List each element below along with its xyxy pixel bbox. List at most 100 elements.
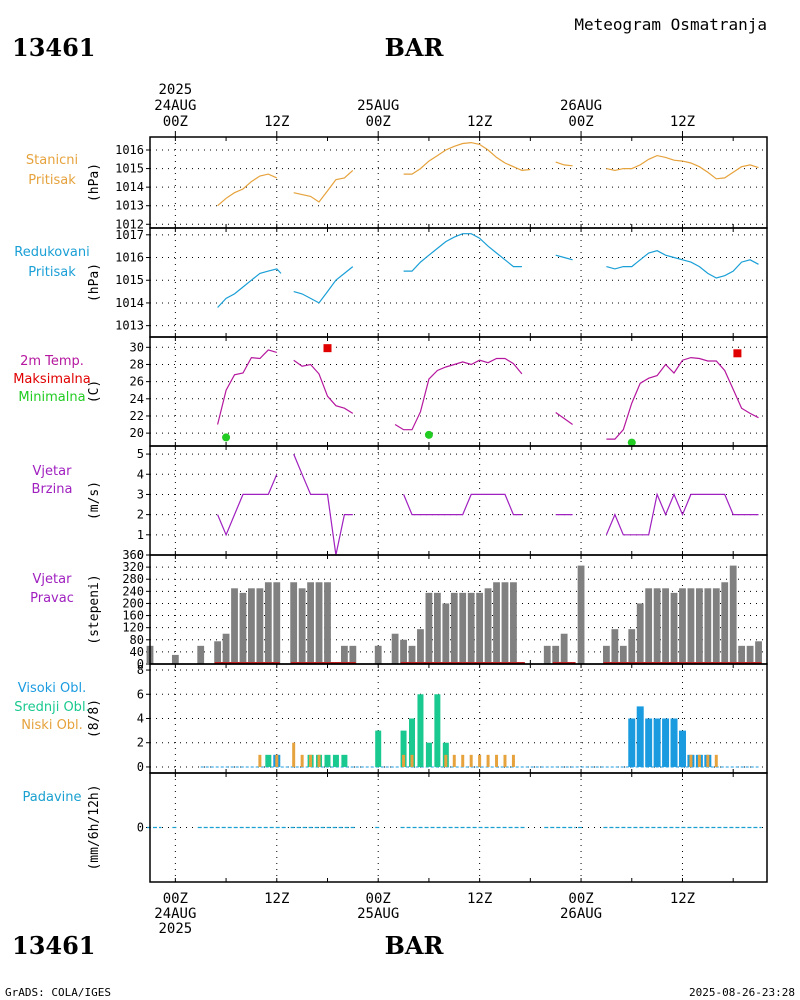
cloud-bar: [434, 694, 441, 767]
wind-direction-bar: [577, 565, 585, 664]
y-tick-label: 22: [130, 409, 144, 423]
wind-direction-bar: [493, 582, 500, 664]
axis-unit: (mm/6h/12h): [87, 784, 102, 870]
cloud-bar: [689, 754, 693, 767]
station-name-top: BAR: [385, 33, 445, 62]
cloud-bar: [511, 754, 515, 767]
y-tick-label: 0: [137, 760, 144, 774]
wind-direction-bar: [611, 629, 619, 664]
wind-direction-bar: [645, 588, 653, 664]
y-tick-label: 160: [122, 609, 144, 623]
time-label-top: 2025: [158, 82, 192, 98]
time-label-bottom: 2025: [158, 921, 192, 937]
wind-direction-bar: [628, 629, 636, 664]
footer-timestamp: 2025-08-26-23:28: [689, 986, 795, 999]
cloud-bar: [265, 754, 272, 767]
wind-direction-bar: [560, 633, 568, 664]
time-label-top: 26AUG: [560, 98, 602, 114]
page-title: Meteogram Osmatranja: [574, 15, 767, 34]
wind-direction-bar: [679, 588, 686, 664]
wind-direction-bar: [264, 582, 272, 664]
wind-direction-bar: [670, 592, 678, 664]
time-label-bottom: 25AUG: [357, 906, 399, 922]
wind-direction-bar: [476, 592, 484, 664]
y-tick-label: 3: [137, 487, 144, 501]
y-tick-label: 24: [130, 392, 144, 406]
panel-frame: [149, 772, 768, 883]
panel-precipitation: 0 (mm/6h/12h) Padavine: [23, 772, 768, 883]
wind-direction-bar: [619, 645, 627, 664]
max-temp-marker: [733, 349, 742, 358]
panel-clouds: 0 2 4 6 8 (8/8)Visoki Obl. Srednji Obl. Niski O…: [14, 663, 768, 774]
series-line-wind_speed: [605, 492, 759, 536]
wind-direction-bar: [603, 645, 610, 664]
panel-frame: [149, 136, 768, 229]
y-tick-label: 4: [137, 712, 144, 726]
cloud-bar: [375, 730, 382, 767]
wind-direction-bar: [231, 588, 238, 664]
wind-direction-bar: [484, 588, 492, 664]
panel-label: Brzina: [32, 482, 73, 497]
y-tick-label: 240: [122, 584, 144, 598]
cloud-bar: [662, 718, 670, 767]
wind-direction-bar: [433, 592, 441, 664]
y-tick-label: 8: [137, 663, 144, 677]
station-id-bottom: 13461: [12, 931, 96, 960]
station-id-top: 13461: [12, 33, 96, 62]
cloud-bar: [697, 754, 701, 767]
y-tick-label: 1016: [115, 143, 144, 157]
panel-label: Pritisak: [28, 173, 76, 188]
cloud-bar: [332, 754, 339, 767]
panel-label: Srednji Obl.: [14, 700, 89, 715]
series-line-temperature: [606, 356, 759, 440]
cloud-bar: [714, 754, 718, 767]
y-tick-label: 30: [130, 340, 144, 354]
series-line-wind_speed: [217, 474, 278, 537]
panel-reduced_pressure: 1013 1014 1015 1016 1017 (hPa) Redukovani Priti…: [14, 227, 768, 338]
wind-direction-bar: [197, 645, 205, 664]
wind-direction-bar: [459, 592, 467, 664]
wind-direction-bar: [738, 645, 746, 664]
wind-direction-bar: [248, 588, 255, 664]
footer-credit: GrADS: COLA/IGES: [5, 986, 111, 999]
cloud-bar: [636, 706, 644, 767]
time-label-bottom: 26AUG: [560, 906, 602, 922]
time-label-bottom: 00Z: [568, 891, 593, 907]
cloud-bar: [425, 742, 432, 767]
cloud-bar: [469, 754, 473, 767]
y-tick-label: 280: [122, 572, 144, 586]
wind-direction-bar: [425, 592, 433, 664]
station-name-bottom: BAR: [385, 931, 445, 960]
y-tick-label: 2: [137, 508, 144, 522]
cloud-bar: [309, 754, 313, 767]
series-line-temperature: [217, 349, 277, 425]
y-tick-label: 80: [130, 633, 144, 647]
y-tick-label: 120: [122, 621, 144, 635]
wind-direction-bar: [552, 645, 560, 664]
min-temp-marker: [627, 438, 636, 447]
time-label-bottom: 12Z: [467, 891, 492, 907]
y-tick-label: 320: [122, 560, 144, 574]
y-tick-label: 20: [130, 426, 144, 440]
wind-direction-bar: [391, 633, 399, 664]
wind-direction-bar: [171, 654, 179, 664]
y-tick-label: 360: [122, 548, 144, 562]
panel-label: Visoki Obl.: [18, 681, 86, 696]
panel-label: Padavine: [23, 790, 82, 805]
y-tick-label: 1013: [115, 199, 144, 213]
y-tick-label: 2: [137, 736, 144, 750]
y-tick-label: 1015: [115, 162, 144, 176]
series-line-pressure: [555, 161, 573, 167]
y-tick-label: 40: [130, 645, 144, 659]
panel-label: Stanicni: [26, 153, 78, 168]
cloud-bar: [495, 754, 499, 767]
wind-direction-bar: [408, 645, 416, 664]
cloud-bar: [670, 718, 678, 767]
time-label-bottom: 00Z: [366, 891, 391, 907]
cloud-bar: [478, 754, 482, 767]
wind-direction-bar: [653, 588, 661, 664]
panel-label: Vjetar: [33, 464, 73, 479]
y-tick-label: 1014: [115, 180, 144, 194]
wind-direction-bar: [298, 588, 306, 664]
